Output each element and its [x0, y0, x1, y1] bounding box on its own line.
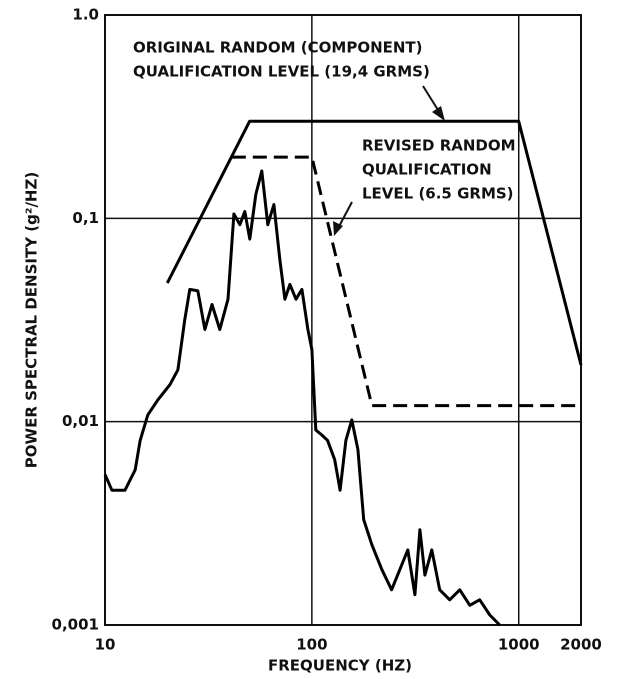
- y-tick-label: 0,001: [52, 616, 99, 634]
- y-axis-label: POWER SPECTRAL DENSITY (g²/HZ): [23, 172, 41, 468]
- annotation: LEVEL (6.5 GRMS): [362, 185, 514, 203]
- annotation: QUALIFICATION LEVEL (19,4 GRMS): [133, 63, 430, 81]
- annotation: REVISED RANDOM: [362, 137, 516, 155]
- plot-frame: [104, 14, 582, 626]
- series-line: [103, 169, 501, 627]
- series-line: [165, 119, 583, 366]
- x-axis-label: FREQUENCY (HZ): [268, 657, 412, 675]
- x-tick-label: 10: [95, 636, 116, 654]
- annotation: ORIGINAL RANDOM (COMPONENT): [133, 39, 423, 57]
- y-tick-label: 0,01: [62, 412, 99, 430]
- y-tick-label: 1.0: [72, 6, 99, 24]
- y-tick-label: 0,1: [72, 209, 99, 227]
- x-tick-label: 2000: [560, 636, 602, 654]
- x-tick-label: 100: [296, 636, 327, 654]
- arrow-head: [432, 106, 445, 121]
- x-tick-label: 1000: [498, 636, 540, 654]
- arrow-head: [333, 221, 343, 236]
- annotation: QUALIFICATION: [362, 161, 492, 179]
